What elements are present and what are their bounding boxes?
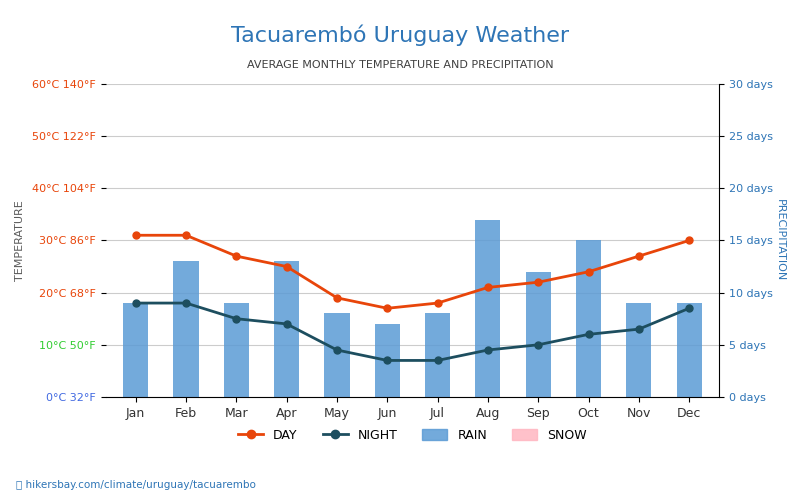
Bar bbox=[677, 303, 702, 397]
Bar bbox=[374, 324, 400, 397]
Legend: DAY, NIGHT, RAIN, SNOW: DAY, NIGHT, RAIN, SNOW bbox=[233, 424, 592, 447]
Bar bbox=[526, 272, 550, 397]
Bar bbox=[174, 262, 198, 397]
Y-axis label: PRECIPITATION: PRECIPITATION bbox=[775, 200, 785, 281]
Bar bbox=[626, 303, 651, 397]
Text: AVERAGE MONTHLY TEMPERATURE AND PRECIPITATION: AVERAGE MONTHLY TEMPERATURE AND PRECIPIT… bbox=[246, 60, 554, 70]
Text: Tacuarembó Uruguay Weather: Tacuarembó Uruguay Weather bbox=[231, 25, 569, 46]
Bar bbox=[576, 240, 601, 397]
Y-axis label: TEMPERATURE: TEMPERATURE bbox=[15, 200, 25, 281]
Bar bbox=[425, 314, 450, 397]
Bar bbox=[224, 303, 249, 397]
Bar bbox=[274, 262, 299, 397]
Bar bbox=[324, 314, 350, 397]
Bar bbox=[123, 303, 148, 397]
Bar bbox=[475, 220, 501, 397]
Text: 🔴 hikersbay.com/climate/uruguay/tacuarembo: 🔴 hikersbay.com/climate/uruguay/tacuarem… bbox=[16, 480, 256, 490]
